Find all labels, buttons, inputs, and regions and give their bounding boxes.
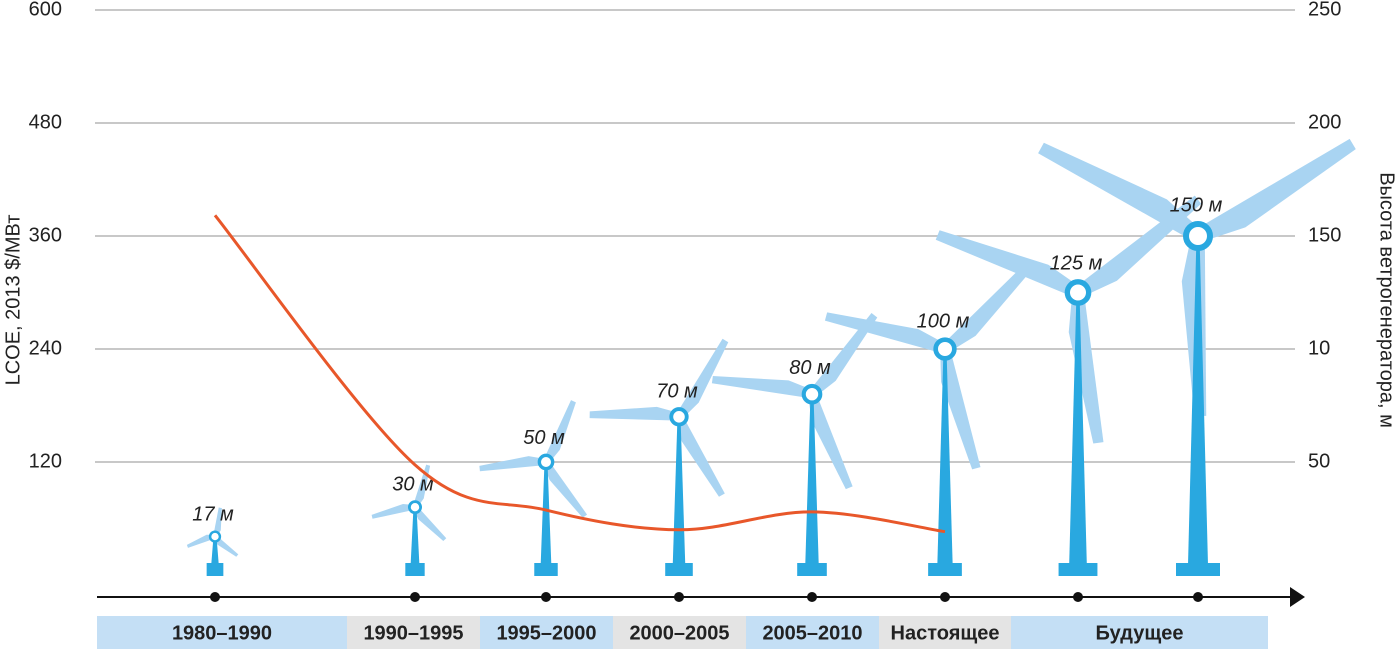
- turbine-blade: [808, 312, 878, 397]
- y2-axis-title: Высота ветрогенератора, м: [1376, 172, 1398, 428]
- turbine-blade: [413, 505, 447, 541]
- timeline-dot: [807, 592, 817, 602]
- y-tick-label: 360: [29, 224, 62, 246]
- turbine-blade: [941, 259, 1036, 353]
- turbine-base: [405, 563, 425, 576]
- turbine-blade: [543, 400, 576, 464]
- turbine-tower: [211, 536, 219, 565]
- turbine-hub: [1064, 279, 1092, 306]
- period-label: 1995–2000: [496, 622, 596, 644]
- turbine-blade: [479, 456, 547, 472]
- turbine-height-label: 80 м: [789, 357, 831, 379]
- period-label: 1980–1990: [172, 622, 272, 644]
- turbine-height-label: 17 м: [192, 504, 234, 526]
- turbine: [1038, 138, 1356, 576]
- turbine: [589, 338, 729, 576]
- turbine-blade: [824, 312, 947, 354]
- turbine-hub: [669, 407, 689, 427]
- lcoe-line: [213, 214, 946, 534]
- y-tick-label: 480: [29, 111, 62, 133]
- turbine-base: [665, 563, 693, 576]
- timeline-dot: [210, 592, 220, 602]
- turbine-hub: [933, 337, 957, 361]
- turbine-hub: [801, 383, 823, 405]
- period-label: Будущее: [1096, 622, 1184, 644]
- turbine-blade: [371, 504, 416, 519]
- turbine-blade: [543, 460, 588, 518]
- turbine-tower: [1188, 236, 1208, 565]
- turbine-hub: [407, 500, 422, 515]
- y2-tick-label: 200: [1308, 111, 1341, 133]
- turbine-height-label: 30 м: [392, 473, 434, 495]
- turbine-blade: [589, 406, 680, 421]
- turbine-height-label: 50 м: [523, 427, 565, 449]
- period-band: [347, 616, 480, 649]
- turbine-base: [1058, 563, 1098, 576]
- turbine-tower: [937, 349, 953, 565]
- turbine-base: [534, 563, 558, 576]
- turbine-blade: [808, 392, 853, 490]
- turbine-height-label: 70 м: [656, 380, 698, 402]
- turbine-tower: [410, 507, 420, 565]
- turbine-hub: [1183, 221, 1213, 251]
- turbine-hub: [537, 453, 555, 471]
- timeline-dot: [940, 592, 950, 602]
- period-band: [746, 616, 879, 649]
- turbine: [186, 507, 239, 576]
- turbine-blade: [675, 338, 729, 419]
- turbine-tower: [672, 416, 686, 565]
- y-tick-label: 600: [29, 0, 62, 20]
- turbine-base: [206, 563, 224, 576]
- turbine-blade: [940, 347, 981, 470]
- period-label: 2000–2005: [629, 622, 729, 644]
- turbine-height-label: 150 м: [1170, 194, 1223, 216]
- turbine-blade: [1194, 138, 1356, 242]
- timeline-dot: [674, 592, 684, 602]
- y2-tick-label: 150: [1308, 224, 1341, 246]
- y-tick-label: 240: [29, 337, 62, 359]
- period-band: [1011, 616, 1268, 649]
- period-band: [97, 616, 347, 649]
- period-band: [480, 616, 613, 649]
- timeline-dot: [410, 592, 420, 602]
- period-band: [879, 616, 1011, 649]
- y2-tick-label: 50: [1308, 450, 1330, 472]
- turbine: [371, 464, 447, 576]
- turbine-tower: [1069, 292, 1087, 565]
- y2-tick-label: 10: [1308, 337, 1330, 359]
- turbine: [711, 312, 878, 576]
- period-band: [613, 616, 746, 649]
- period-label: 1990–1995: [363, 622, 463, 644]
- timeline-dot: [1193, 592, 1203, 602]
- y-tick-label: 120: [29, 450, 62, 472]
- turbine: [479, 400, 588, 576]
- period-label: Настоящее: [891, 622, 1000, 644]
- timeline-dot: [541, 592, 551, 602]
- turbine-blade: [675, 414, 725, 497]
- timeline-arrow: [1290, 587, 1305, 607]
- turbine-blade: [935, 230, 1081, 298]
- period-label: 2005–2010: [762, 622, 862, 644]
- turbine-base: [797, 563, 827, 576]
- turbine-blade: [213, 535, 239, 557]
- turbine-blade: [1038, 142, 1202, 242]
- timeline-dot: [1073, 592, 1083, 602]
- y-axis-title: LCOE, 2013 $/МВт: [2, 215, 24, 386]
- turbine-blade: [186, 534, 216, 548]
- turbine-base: [1176, 563, 1220, 576]
- y2-tick-label: 250: [1308, 0, 1341, 20]
- turbine-blade: [213, 507, 222, 537]
- turbine-hub: [208, 530, 222, 543]
- turbine-base: [928, 563, 962, 576]
- turbine-tower: [540, 462, 552, 565]
- turbine: [824, 259, 1036, 576]
- turbine-blade: [711, 376, 813, 399]
- turbine-height-label: 100 м: [917, 311, 970, 333]
- turbine-tower: [805, 394, 819, 565]
- turbine-height-label: 125 м: [1050, 252, 1103, 274]
